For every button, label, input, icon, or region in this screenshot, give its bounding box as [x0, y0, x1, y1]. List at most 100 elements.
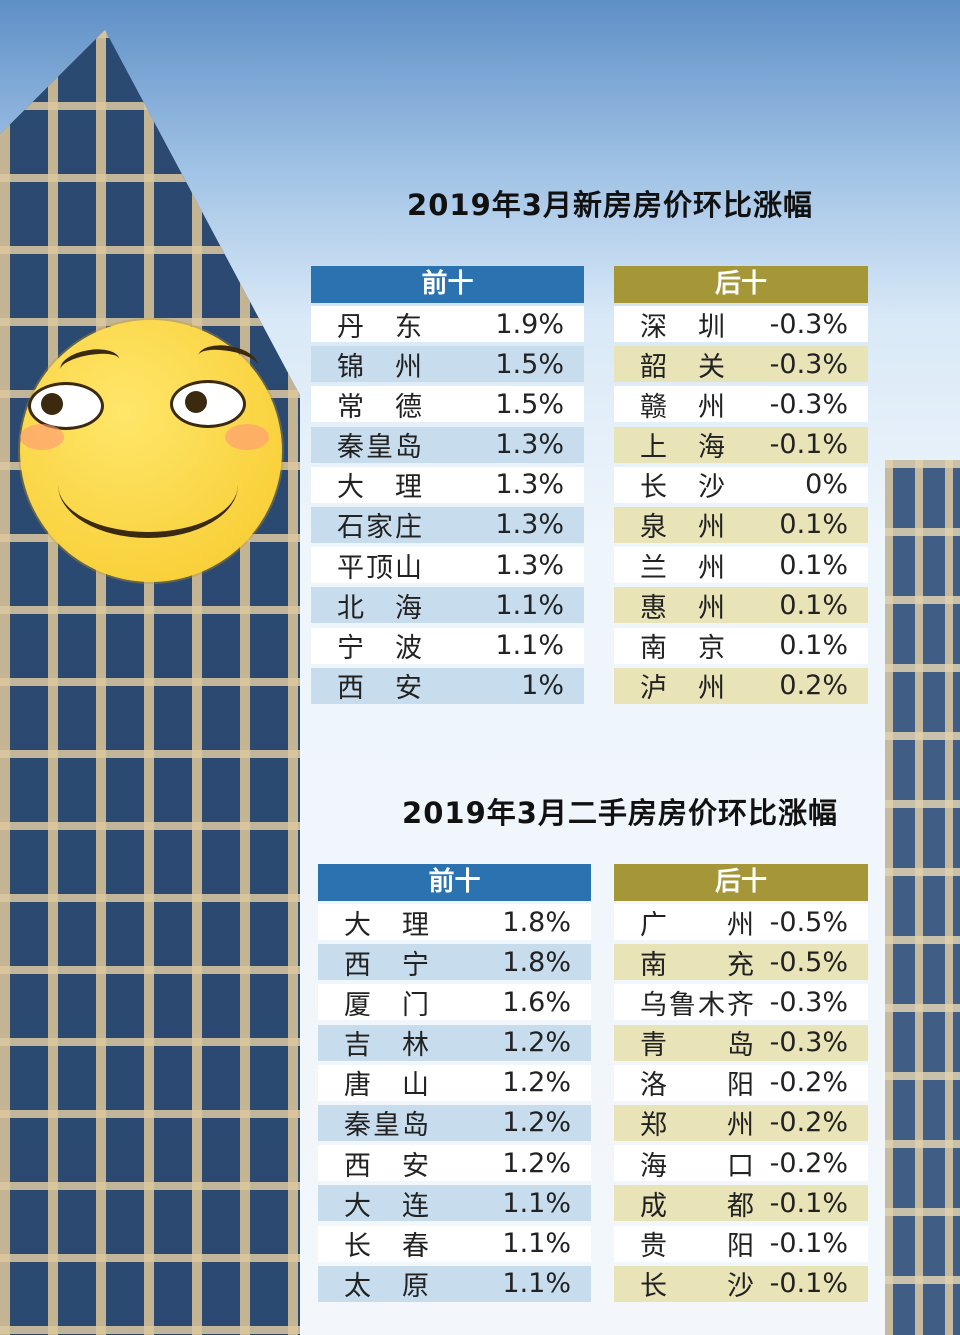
table-row: 兰 州 0.1%: [614, 547, 868, 584]
change-value: -0.3%: [769, 308, 848, 340]
change-value: 1%: [521, 670, 564, 702]
table-row: 石家庄 1.3%: [311, 506, 584, 544]
section1-top-table: 前十 丹 东 1.9% 锦 州 1.5% 常 德 1.5% 秦皇岛 1.3% 大 理 1.3% 石家…: [311, 266, 584, 708]
change-value: 0.1%: [779, 549, 848, 581]
table-row: 大 连 1.1%: [318, 1185, 591, 1222]
city-name: 北 海: [337, 592, 424, 624]
table-row: 赣 州 -0.3%: [614, 386, 868, 423]
city-name: 兰 州: [640, 552, 727, 584]
change-value: 1.1%: [502, 1187, 571, 1219]
city-name: 常 德: [337, 391, 424, 423]
city-name: 平顶山: [337, 552, 424, 584]
change-value: 0%: [805, 469, 848, 501]
change-value: 1.2%: [502, 1067, 571, 1099]
change-value: -0.3%: [769, 1027, 848, 1059]
change-value: 0.1%: [779, 509, 848, 541]
table-row: 深 圳 -0.3%: [614, 306, 868, 343]
change-value: 1.5%: [495, 348, 564, 380]
change-value: -0.1%: [769, 1268, 848, 1300]
building-right-image: [885, 460, 960, 1335]
change-value: -0.2%: [769, 1067, 848, 1099]
city-name: 长 春: [344, 1231, 431, 1262]
city-name: 石家庄: [337, 512, 424, 544]
city-name: 秦皇岛: [337, 432, 424, 464]
section2-top-table: 前十 大 理 1.8% 西 宁 1.8% 厦 门 1.6% 吉 林 1.2% 唐 山 1.2% 秦皇…: [318, 864, 591, 1306]
city-name: 大 理: [344, 909, 431, 941]
table-row: 太 原 1.1%: [318, 1265, 591, 1303]
table-row: 泉 州 0.1%: [614, 506, 868, 543]
table-row: 韶 关 -0.3%: [614, 346, 868, 383]
change-value: 0.1%: [779, 589, 848, 621]
table-row: 南 京 0.1%: [614, 627, 868, 664]
city-name: 长 沙: [640, 1271, 756, 1303]
emoji-eye-right: [170, 380, 246, 428]
section1-title: 2019年3月新房房价环比涨幅: [407, 188, 813, 222]
table-row: 常 德 1.5%: [311, 386, 584, 423]
change-value: -0.3%: [769, 348, 848, 380]
section2-title: 2019年3月二手房房价环比涨幅: [402, 796, 838, 830]
table-row: 广 州 -0.5%: [614, 904, 868, 941]
change-value: 1.2%: [502, 1107, 571, 1139]
city-name: 西 安: [337, 673, 424, 705]
table-row: 洛 阳 -0.2%: [614, 1064, 868, 1102]
city-name: 乌鲁木齐: [640, 989, 756, 1021]
change-value: -0.5%: [769, 906, 848, 938]
change-value: -0.2%: [769, 1107, 848, 1139]
change-value: 1.2%: [502, 1027, 571, 1059]
city-name: 西 安: [344, 1150, 431, 1182]
change-value: -0.3%: [769, 986, 848, 1018]
change-value: -0.5%: [769, 946, 848, 978]
emoji-brow-left: [57, 345, 123, 384]
city-name: 上 海: [640, 432, 727, 464]
city-name: 锦 州: [337, 351, 424, 383]
section2-bottom-rows: 广 州 -0.5% 南 充 -0.5% 乌鲁木齐 -0.3% 青 岛 -0.3% 洛 阳 -0.2…: [614, 904, 868, 1302]
change-value: 1.1%: [495, 630, 564, 661]
section2-top-rows: 大 理 1.8% 西 宁 1.8% 厦 门 1.6% 吉 林 1.2% 唐 山 1.2% 秦皇岛 1.…: [318, 904, 591, 1302]
table-row: 厦 门 1.6%: [318, 984, 591, 1021]
city-name: 赣 州: [640, 391, 727, 423]
table-row: 泸 州 0.2%: [614, 667, 868, 704]
change-value: -0.2%: [769, 1147, 848, 1179]
table-row: 大 理 1.3%: [311, 466, 584, 503]
city-name: 惠 州: [640, 592, 727, 624]
city-name: 秦皇岛: [344, 1110, 431, 1142]
table-row: 秦皇岛 1.3%: [311, 426, 584, 464]
city-name: 贵 阳: [640, 1231, 756, 1262]
table-row: 吉 林 1.2%: [318, 1024, 591, 1061]
city-name: 厦 门: [344, 989, 431, 1021]
change-value: 1.5%: [495, 388, 564, 420]
change-value: 1.9%: [495, 308, 564, 340]
table-row: 上 海 -0.1%: [614, 426, 868, 464]
table-row: 青 岛 -0.3%: [614, 1024, 868, 1061]
emoji-mouth: [58, 432, 238, 538]
table-row: 西 安 1.2%: [318, 1145, 591, 1182]
change-value: 1.8%: [502, 946, 571, 978]
change-value: -0.1%: [769, 1187, 848, 1219]
change-value: 1.3%: [495, 549, 564, 581]
section2-top-header: 前十: [318, 864, 591, 901]
city-name: 海 口: [640, 1150, 756, 1182]
table-row: 贵 阳 -0.1%: [614, 1225, 868, 1262]
city-name: 韶 关: [640, 351, 727, 383]
table-row: 大 理 1.8%: [318, 904, 591, 941]
building-left-image: [0, 30, 300, 1335]
change-value: -0.1%: [769, 1228, 848, 1259]
table-row: 长 沙 0%: [614, 466, 868, 503]
section2-bottom-header: 后十: [614, 864, 868, 901]
change-value: 0.2%: [779, 670, 848, 702]
city-name: 丹 东: [337, 311, 424, 343]
section1-bottom-header: 后十: [614, 266, 868, 303]
city-name: 郑 州: [640, 1110, 756, 1142]
table-row: 宁 波 1.1%: [311, 627, 584, 664]
city-name: 西 宁: [344, 949, 431, 981]
city-name: 洛 阳: [640, 1070, 756, 1102]
change-value: 1.1%: [495, 589, 564, 621]
change-value: 1.3%: [495, 469, 564, 501]
change-value: 1.3%: [495, 429, 564, 461]
section1-top-header: 前十: [311, 266, 584, 303]
table-row: 北 海 1.1%: [311, 587, 584, 624]
city-name: 大 连: [344, 1190, 431, 1222]
city-name: 太 原: [344, 1271, 431, 1303]
section1-bottom-rows: 深 圳 -0.3% 韶 关 -0.3% 赣 州 -0.3% 上 海 -0.1% 长 沙 0% 泉 州…: [614, 306, 868, 704]
change-value: 1.2%: [502, 1147, 571, 1179]
